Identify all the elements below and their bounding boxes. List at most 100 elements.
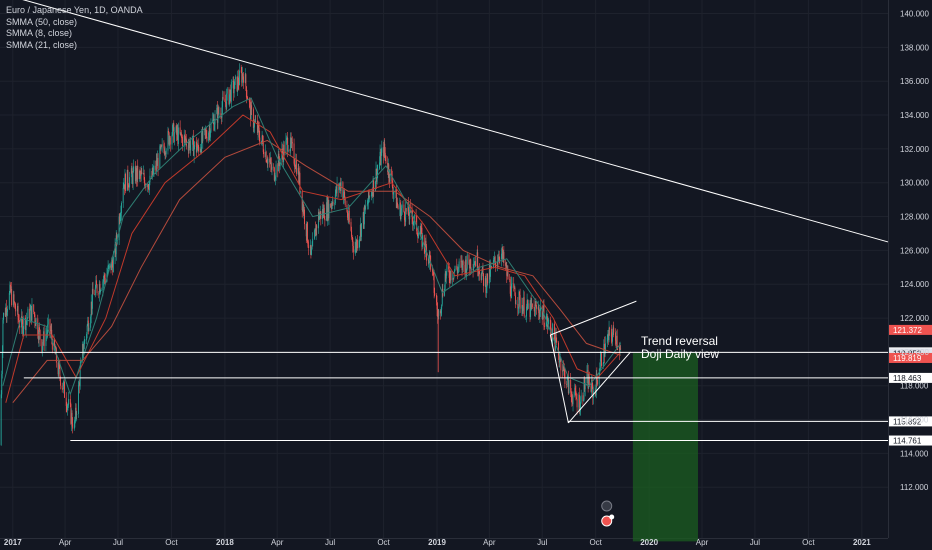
candle-body <box>445 273 447 279</box>
y-tick-label: 134.000 <box>900 111 929 120</box>
candle-body <box>4 312 6 316</box>
candle-body <box>200 148 202 153</box>
y-tick-label: 126.000 <box>900 246 929 255</box>
candle-body <box>344 197 346 205</box>
candle-body <box>100 290 102 291</box>
candle-body <box>595 390 597 395</box>
candle-body <box>5 307 7 316</box>
candle-body <box>469 263 471 269</box>
candle-body <box>285 140 287 155</box>
candle-body <box>182 136 183 146</box>
candle-body <box>604 352 606 357</box>
candle-body <box>249 101 251 103</box>
candle-body <box>193 147 195 156</box>
candle-body <box>78 382 80 386</box>
candle-body <box>261 135 263 141</box>
candle-body <box>67 404 69 406</box>
annotation-line-2: Doji Daily view <box>641 347 720 361</box>
y-tick-label: 128.000 <box>900 213 929 222</box>
candle-body <box>102 281 104 291</box>
candle-body <box>404 220 406 222</box>
candle-body <box>499 258 501 260</box>
candle-body <box>169 137 171 145</box>
candle-body <box>304 209 305 225</box>
candle-body <box>363 205 365 225</box>
candle-body <box>510 293 512 299</box>
candle-body <box>208 132 210 141</box>
candle-body <box>246 97 248 98</box>
candle-body <box>513 287 515 289</box>
candle-body <box>474 261 476 267</box>
chart-annotation[interactable]: Trend reversal Doji Daily view <box>641 335 719 361</box>
candle-body <box>51 329 53 339</box>
candle-body <box>314 228 316 231</box>
candle-body <box>277 153 279 172</box>
candle-body <box>90 301 92 317</box>
candle-body <box>43 331 45 343</box>
candle-body <box>59 366 61 377</box>
candle-body <box>412 222 414 225</box>
candle-body <box>509 279 511 280</box>
price-tag-bg <box>889 352 932 363</box>
candle-body <box>527 300 529 309</box>
candle-body <box>30 306 32 321</box>
candle-body <box>26 318 28 320</box>
candle-body <box>440 309 442 314</box>
level-tag-label: 115.892 <box>893 417 922 426</box>
candle-body <box>103 274 105 280</box>
candle-body <box>119 216 121 222</box>
candle-body <box>198 146 200 153</box>
candle-body <box>53 339 55 350</box>
candle-body <box>364 205 366 210</box>
candle-body <box>458 261 460 268</box>
candle-body <box>184 135 186 137</box>
candle-body <box>399 202 401 220</box>
candle-body <box>248 99 250 102</box>
candle-body <box>171 135 173 145</box>
candle-body <box>474 261 476 265</box>
candle-body <box>94 287 96 295</box>
candle-body <box>122 187 124 204</box>
candle-body <box>484 278 486 286</box>
candle-body <box>313 230 315 239</box>
candle-body <box>579 410 581 412</box>
candle-body <box>495 261 497 268</box>
candle-body <box>538 307 540 314</box>
indicator-smma21-label[interactable]: SMMA (21, close) <box>6 39 78 50</box>
candle-body <box>413 215 415 223</box>
candle-body <box>383 143 385 157</box>
candle-body <box>452 277 454 279</box>
candle-body <box>134 166 136 182</box>
candle-body <box>318 211 319 229</box>
candle-body <box>502 251 504 259</box>
candle-body <box>403 204 405 212</box>
indicator-smma50-label[interactable]: SMMA (50, close) <box>6 16 78 27</box>
candle-body <box>255 120 257 122</box>
candle-body <box>404 211 405 221</box>
candle-body <box>121 203 122 214</box>
candle-body <box>564 369 566 385</box>
candle-body <box>291 141 293 144</box>
candle-body <box>251 105 253 110</box>
candle-body <box>576 397 577 399</box>
candle-body <box>21 316 22 328</box>
candle-body <box>348 210 350 221</box>
candle-body <box>17 306 19 318</box>
candle-body <box>126 169 128 191</box>
symbol-title[interactable]: Euro / Japanese Yen, 1D, OANDA <box>6 5 143 15</box>
candle-body <box>503 251 505 263</box>
indicator-smma8-label[interactable]: SMMA (8, close) <box>6 28 73 38</box>
candle-body <box>55 348 57 363</box>
candle-body <box>437 309 439 317</box>
candle-body <box>545 320 547 327</box>
candle-body <box>128 186 130 188</box>
candle-body <box>147 184 149 188</box>
candle-body <box>578 394 580 408</box>
candle-body <box>481 271 483 280</box>
candle-body <box>140 172 142 176</box>
candle-body <box>420 227 422 229</box>
candle-body <box>226 88 228 94</box>
candle-body <box>0 394 2 445</box>
candle-body <box>282 153 284 162</box>
